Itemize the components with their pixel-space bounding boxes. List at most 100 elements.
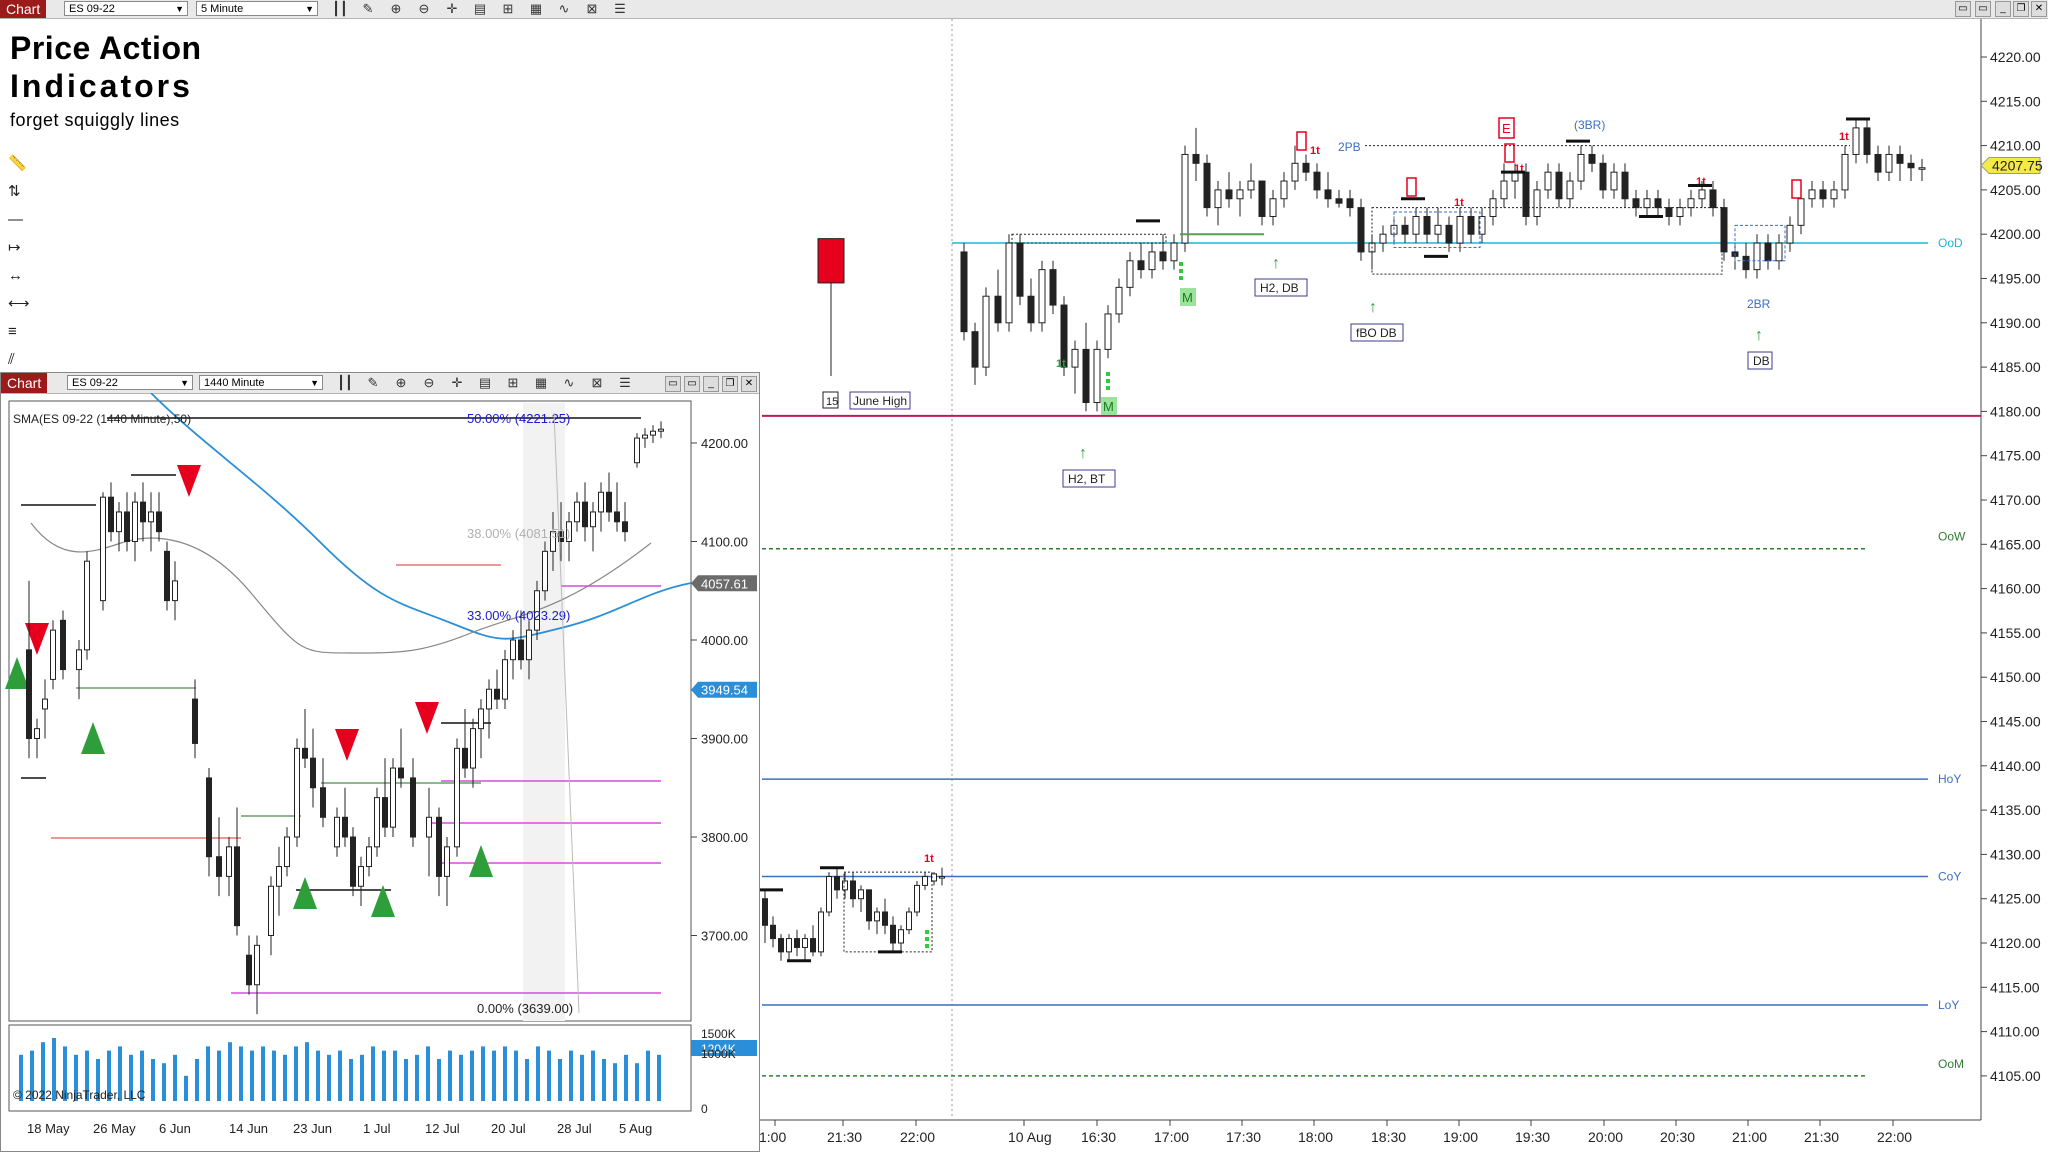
bar-type-icon[interactable]: ┃┃: [337, 375, 353, 390]
volume-bar: [371, 1046, 375, 1101]
volume-bar: [52, 1038, 56, 1101]
candle: [1412, 215, 1420, 235]
fib-level-label: 0.00% (3639.00): [477, 1001, 573, 1016]
candle: [802, 938, 808, 948]
chevron-down-icon: ▼: [180, 378, 189, 388]
bar-type-icon[interactable]: ┃┃: [332, 1, 348, 16]
candle: [1269, 198, 1277, 217]
candle: [994, 295, 1002, 324]
zoom-out-icon[interactable]: ⊖: [423, 375, 435, 390]
list-icon[interactable]: ☰: [614, 1, 626, 16]
drawing-toolbar: 📏 ⇅ — ↦ ↔ ⟷ ≡ ⫽: [8, 150, 48, 374]
template-icon[interactable]: ⊞: [502, 1, 514, 16]
price-tick-label: 4185.00: [1990, 359, 2041, 375]
strategies-icon[interactable]: ⊠: [591, 375, 603, 390]
inset-candle: [650, 430, 656, 436]
candle: [1588, 153, 1596, 164]
candle: [1522, 171, 1530, 217]
volume-bar: [283, 1054, 287, 1101]
candle: [890, 924, 896, 944]
zoom-in-icon[interactable]: ⊕: [395, 375, 407, 390]
properties-icon[interactable]: ▤: [478, 375, 492, 390]
inset-chart-tab[interactable]: Chart: [1, 373, 48, 393]
inset-candle: [276, 866, 282, 887]
close-icon[interactable]: ✕: [741, 376, 757, 392]
inset-candle: [26, 649, 32, 740]
crosshair-icon[interactable]: ✛: [451, 375, 463, 390]
volume-bar: [30, 1050, 34, 1101]
inset-candle: [598, 491, 604, 513]
fib-icon[interactable]: ≡: [8, 323, 17, 340]
pencil-icon[interactable]: ✎: [367, 375, 379, 390]
inset-candle: [526, 629, 532, 661]
label-fbo-db: [1350, 323, 1404, 342]
tile-icon[interactable]: ▭: [1975, 1, 1991, 17]
ray-icon[interactable]: ↦: [8, 239, 21, 256]
tile-icon[interactable]: ▭: [665, 376, 681, 392]
inset-highlight-region: [523, 403, 565, 1021]
candle: [1258, 180, 1266, 217]
candle: [1632, 198, 1640, 209]
candle: [1379, 233, 1387, 244]
volume-bar: [19, 1054, 23, 1101]
page-subtitle: forget squiggly lines: [10, 110, 180, 130]
template-icon[interactable]: ⊞: [507, 375, 519, 390]
inset-candle: [622, 521, 628, 533]
time-tick-label: 22:00: [1877, 1129, 1912, 1145]
segment-icon[interactable]: ⟷: [8, 295, 30, 312]
volume-bar: [129, 1054, 133, 1101]
properties-icon[interactable]: ▤: [473, 1, 487, 16]
volume-bar: [580, 1054, 584, 1101]
time-tick-label: 18:30: [1371, 1129, 1406, 1145]
data-box-icon[interactable]: ▦: [529, 1, 543, 16]
candle: [842, 880, 848, 891]
chart-tab[interactable]: Chart: [0, 0, 47, 18]
volume-bar: [338, 1050, 342, 1101]
candle: [914, 884, 920, 913]
extended-line-icon[interactable]: ↔: [8, 267, 23, 284]
indicators-icon[interactable]: ∿: [558, 1, 570, 16]
fib-level-label: 33.00% (4023.29): [467, 608, 570, 623]
candle: [874, 911, 880, 922]
minimize-icon[interactable]: _: [703, 376, 719, 392]
tile-icon[interactable]: ▭: [1955, 1, 1971, 17]
level-label-oom: OoM: [1938, 1057, 1964, 1071]
restore-icon[interactable]: ❐: [722, 376, 738, 392]
arrows-icon[interactable]: ⇅: [8, 183, 21, 200]
time-tick-label: 21:30: [827, 1129, 862, 1145]
candle: [1170, 242, 1178, 262]
restore-icon[interactable]: ❐: [2013, 1, 2029, 17]
range-box-blue: [1734, 224, 1786, 262]
ruler-icon[interactable]: 📏: [8, 155, 27, 172]
interval-select[interactable]: 5 Minute ▼: [196, 1, 318, 16]
candle: [882, 911, 888, 926]
close-icon[interactable]: ✕: [2031, 1, 2047, 17]
bull-triangle-icon: [371, 885, 395, 917]
label-2pb: 2PB: [1338, 140, 1361, 154]
volume-bar: [217, 1050, 221, 1101]
pencil-icon[interactable]: ✎: [362, 1, 374, 16]
horizontal-line-icon[interactable]: —: [8, 211, 23, 228]
data-box-icon[interactable]: ▦: [534, 375, 548, 390]
indicators-icon[interactable]: ∿: [563, 375, 575, 390]
crosshair-icon[interactable]: ✛: [446, 1, 458, 16]
minimize-icon[interactable]: _: [1995, 1, 2011, 17]
zoom-in-icon[interactable]: ⊕: [390, 1, 402, 16]
candle: [1599, 162, 1607, 191]
channel-icon[interactable]: ⫽: [8, 351, 15, 368]
june-high-label-text: June High: [853, 394, 907, 408]
time-tick-label: 17:30: [1226, 1129, 1261, 1145]
candle: [1346, 198, 1354, 209]
list-icon[interactable]: ☰: [619, 375, 631, 390]
instrument-select[interactable]: ES 09-22 ▼: [64, 1, 188, 16]
inset-price-chart[interactable]: 4200.00 4100.00 4000.00 3900.00 3800.00 3700.…: [1, 393, 759, 1151]
label-3br: (3BR): [1574, 118, 1605, 132]
main-toolbar: Chart ES 09-22 ▼ 5 Minute ▼ ┃┃ ✎ ⊕ ⊖ ✛ ▤ ⊞…: [0, 0, 2048, 19]
tile-icon[interactable]: ▭: [684, 376, 700, 392]
zoom-out-icon[interactable]: ⊖: [418, 1, 430, 16]
candle: [826, 876, 832, 913]
strategies-icon[interactable]: ⊠: [586, 1, 598, 16]
inset-instrument-select[interactable]: ES 09-22 ▼: [67, 375, 193, 390]
inset-interval-select[interactable]: 1440 Minute ▼: [199, 375, 323, 390]
